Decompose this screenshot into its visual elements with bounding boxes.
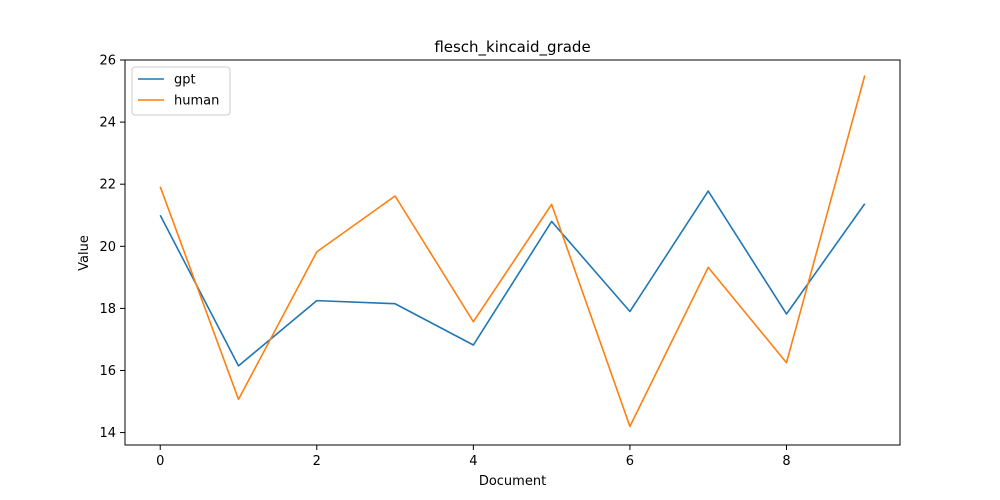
legend-label-gpt: gpt (174, 73, 196, 88)
series-line-gpt (159, 190, 866, 367)
x-tick-label: 4 (469, 454, 477, 469)
plot-frame (124, 59, 901, 446)
y-tick-label: 24 (99, 116, 116, 131)
y-tick-label: 20 (99, 240, 116, 255)
x-axis-label: Document (479, 474, 546, 489)
x-tick-label: 2 (313, 454, 321, 469)
y-tick-label: 26 (99, 54, 116, 69)
x-axis: 0 2 4 6 8 (156, 445, 791, 469)
plot-marks (159, 75, 866, 428)
y-axis: 14 16 18 20 22 24 26 (99, 54, 125, 441)
series-line-human (159, 75, 866, 428)
y-axis-label: Value (77, 235, 92, 271)
x-tick-label: 6 (626, 454, 634, 469)
legend-label-human: human (174, 94, 219, 109)
legend: gpt human (131, 66, 231, 116)
y-tick-label: 18 (99, 302, 116, 317)
y-tick-label: 14 (99, 426, 116, 441)
y-tick-label: 22 (99, 178, 116, 193)
y-tick-label: 16 (99, 364, 116, 379)
x-tick-label: 0 (156, 454, 164, 469)
x-tick-label: 8 (782, 454, 790, 469)
chart-title: flesch_kincaid_grade (434, 38, 590, 57)
